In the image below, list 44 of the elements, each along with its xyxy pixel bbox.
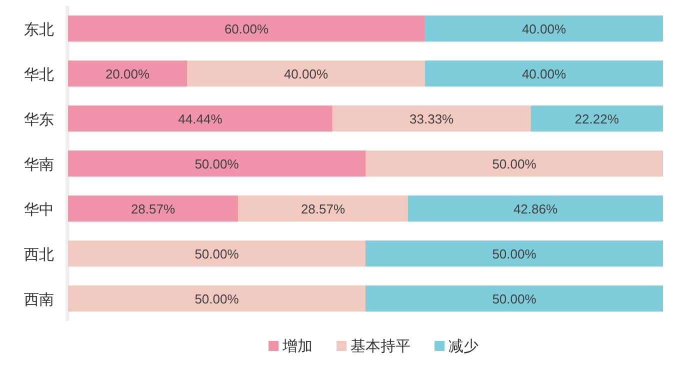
data-label: 28.57% — [130, 202, 176, 216]
data-label: 40.00% — [284, 66, 328, 82]
bar — [68, 150, 366, 176]
data-label: 50.00% — [492, 156, 537, 172]
data-label: 40.00% — [522, 66, 566, 82]
y-tick-label: 华东 — [24, 112, 54, 128]
bar — [425, 60, 663, 86]
bar — [332, 106, 531, 132]
data-label: 42.86% — [513, 202, 558, 216]
bar — [425, 16, 663, 42]
bar — [68, 106, 332, 132]
data-label: 33.33% — [410, 112, 454, 126]
data-label: 50.00% — [194, 292, 240, 306]
bar — [530, 106, 663, 132]
data-label: 60.00% — [224, 22, 269, 36]
data-label: 20.00% — [105, 66, 150, 82]
legend-label: 增加 — [282, 338, 312, 355]
bar — [366, 286, 663, 312]
data-label: 50.00% — [492, 246, 537, 262]
y-tick-label: 西北 — [24, 246, 54, 264]
y-tick-label: 华中 — [24, 202, 54, 218]
bar — [238, 196, 408, 222]
y-tick-label: 华北 — [24, 66, 54, 84]
bar — [68, 196, 238, 222]
data-label: 40.00% — [522, 22, 566, 36]
y-tick-label: 东北 — [24, 22, 54, 38]
legend-label: 基本持平 — [350, 338, 410, 355]
bar — [68, 60, 187, 86]
y-tick-label: 西南 — [24, 292, 54, 308]
data-label: 50.00% — [492, 292, 537, 306]
data-label: 50.00% — [194, 246, 240, 262]
bar — [366, 150, 663, 176]
data-label: 22.22% — [574, 112, 620, 126]
bar — [187, 60, 425, 86]
bar — [68, 286, 366, 312]
bar — [366, 240, 663, 266]
data-label: 50.00% — [194, 156, 240, 172]
data-label: 44.44% — [178, 112, 223, 126]
bar — [408, 196, 663, 222]
bar — [68, 16, 425, 42]
y-tick-label: 华南 — [24, 156, 54, 174]
bar — [68, 240, 366, 266]
legend-label: 减少 — [448, 338, 478, 355]
data-label: 28.57% — [300, 202, 346, 216]
